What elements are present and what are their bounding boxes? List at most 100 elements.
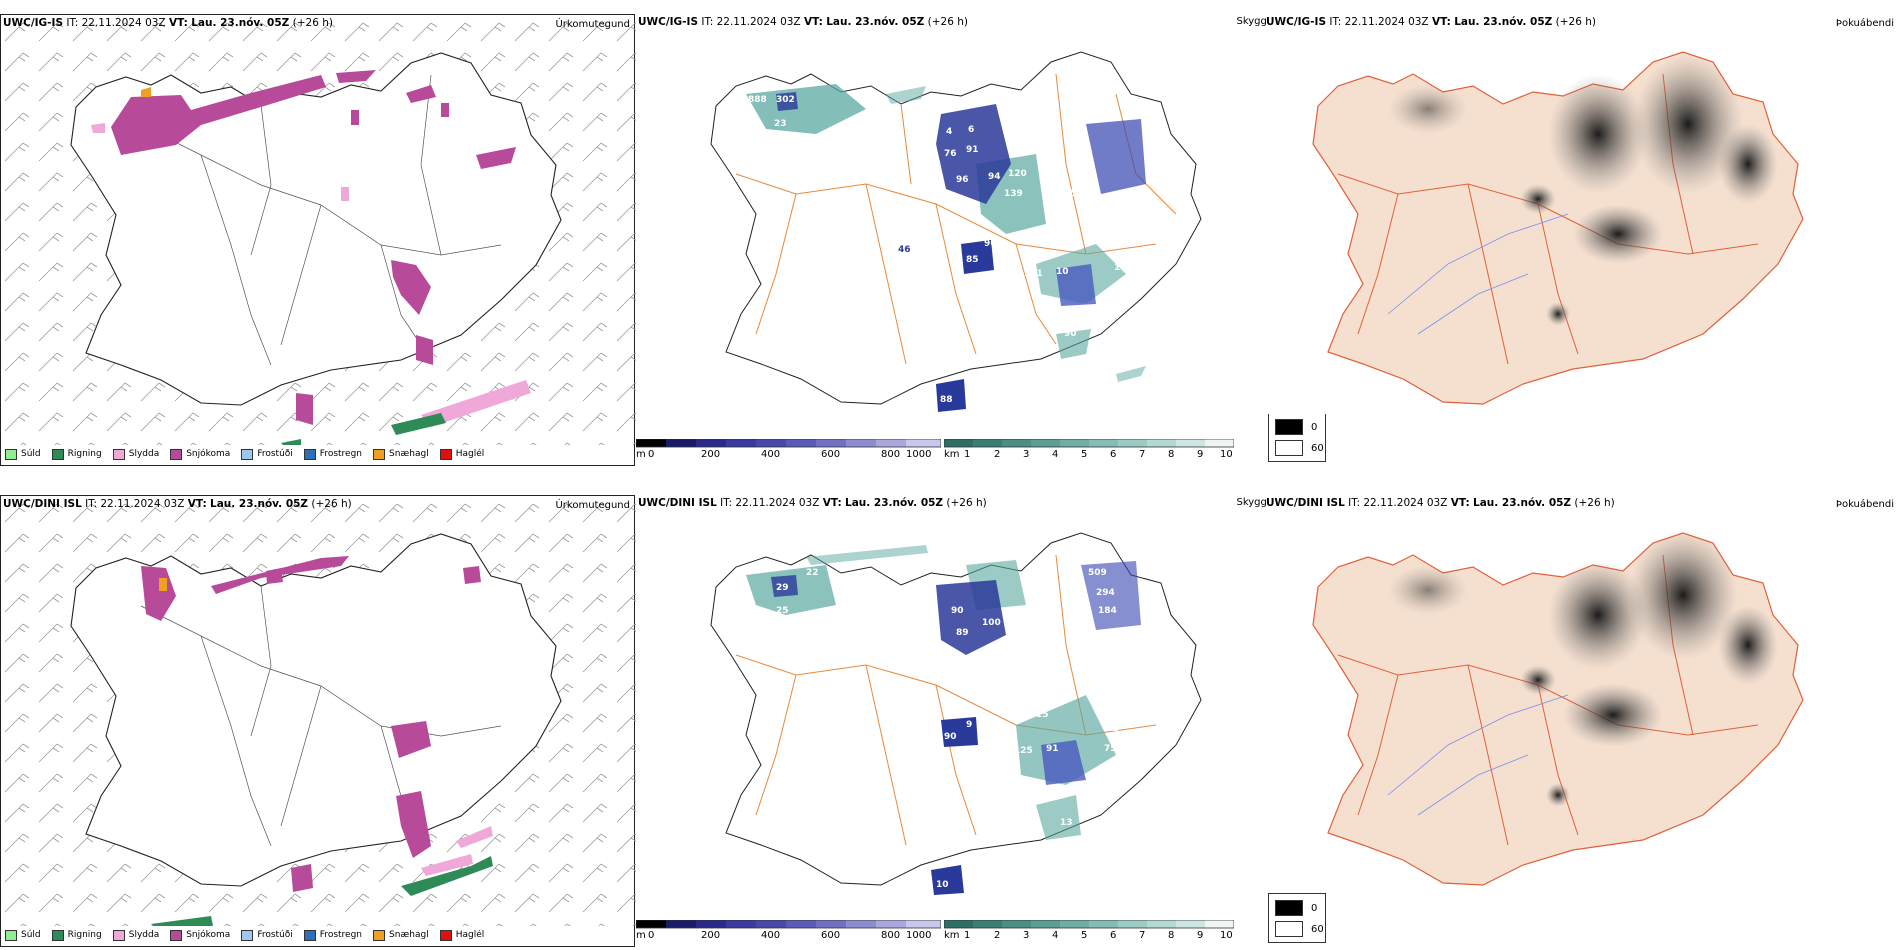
run-header-row2-vis: UWC/DINI ISL IT: 22.11.2024 03Z VT: Lau.… <box>638 497 987 509</box>
rain-areas <box>281 413 446 445</box>
vis-label: 85 <box>966 255 979 265</box>
vis-label: 75 <box>1104 744 1117 754</box>
precip-map-row2 <box>1 496 636 926</box>
visibility-panel-row2: 29 22 25 90 89 100 509 294 184 15 10 90 … <box>636 495 1276 947</box>
sleet-areas <box>91 123 531 427</box>
vis-label: 94 <box>988 172 1001 182</box>
vis-label: 10 <box>936 880 949 890</box>
m-tick: 600 <box>821 930 841 941</box>
m-tick: 200 <box>701 930 721 941</box>
fog-scale-bottom: 60 <box>1311 923 1324 935</box>
vis-label: 90 <box>951 606 964 616</box>
vis-label: 302 <box>776 95 795 105</box>
legend-freezing-drizzle: Frostúði <box>241 929 293 941</box>
fog-panel-title: Þokuábendi <box>1835 18 1894 29</box>
fog-map-row2 <box>1312 530 1804 886</box>
fog-map-row1 <box>1312 51 1804 405</box>
vis-label: 96 <box>984 239 997 249</box>
fog-panel-row1: UWC/IG-IS IT: 22.11.2024 03Z VT: Lau. 23… <box>1266 14 1900 414</box>
vis-label: 25 <box>776 606 789 616</box>
vis-label: 90 <box>1064 329 1077 339</box>
fog-scale-top: 0 <box>1311 421 1318 433</box>
m-tick: 600 <box>821 449 841 460</box>
visibility-blue-areas <box>776 92 1146 412</box>
legend-freezing-rain: Frostregn <box>303 929 362 941</box>
run-header-row1: UWC/IG-IS IT: 22.11.2024 03Z VT: Lau. 23… <box>3 17 333 29</box>
vis-label: 120 <box>1008 169 1027 179</box>
legend-snow-pellets: Snæhagl <box>373 448 429 460</box>
km-tick: 10 <box>1220 449 1233 460</box>
m-tick: 0 <box>648 449 655 460</box>
visibility-value-labels: 29 22 25 90 89 100 509 294 184 15 10 90 … <box>776 568 1119 890</box>
vis-label: 131 <box>1024 269 1043 279</box>
snow-areas <box>111 70 516 425</box>
precip-legend-row1: Súld Rigning Slydda Snjókoma Frostúði Fr… <box>5 446 495 462</box>
snow-areas <box>141 556 481 892</box>
vis-label: 96 <box>956 175 969 185</box>
visibility-value-labels: 888 302 23 190 4 6 76 91 96 94 120 139 3… <box>748 95 1159 405</box>
legend-rain: Rigning <box>51 448 102 460</box>
legend-freezing-rain: Frostregn <box>303 448 362 460</box>
vis-label: 9 <box>966 720 972 730</box>
vis-label: 139 <box>1004 189 1023 199</box>
vis-label: 10 <box>1056 694 1069 704</box>
vis-label: 24 <box>1026 237 1039 247</box>
vis-label: 30 <box>1044 125 1057 135</box>
km-tick: 9 <box>1197 930 1204 941</box>
visibility-panel-row1: 888 302 23 190 4 6 76 91 96 94 120 139 3… <box>636 14 1276 466</box>
km-tick: 8 <box>1168 449 1175 460</box>
vis-label: 6 <box>968 125 974 135</box>
legend-hail: Haglél <box>439 929 484 941</box>
precip-panel-title: Úrkomutegund <box>555 500 630 511</box>
rain-areas <box>151 856 493 926</box>
precip-type-panel-row2: UWC/DINI ISL IT: 22.11.2024 03Z VT: Lau.… <box>0 495 636 947</box>
vis-label: 71 <box>1106 724 1119 734</box>
m-unit: m <box>636 449 646 460</box>
vis-label: 112 <box>1114 263 1133 273</box>
run-header-row2-fog: UWC/DINI ISL IT: 22.11.2024 03Z VT: Lau.… <box>1266 497 1615 509</box>
km-tick: 3 <box>1023 930 1030 941</box>
vis-label: 89 <box>956 628 969 638</box>
legend-freezing-drizzle: Frostúði <box>241 448 293 460</box>
snow-pellet-area <box>159 578 167 591</box>
vis-label: 38 <box>1146 139 1159 149</box>
vis-label: 10 <box>1056 267 1069 277</box>
precip-type-panel-row1: UWC/IG-IS IT: 22.11.2024 03Z VT: Lau. 23… <box>0 14 636 466</box>
visibility-colorbar-row1: km 1 2 3 4 5 6 7 8 9 10 <box>944 439 1234 463</box>
km-tick: 5 <box>1081 930 1088 941</box>
vis-label: 15 <box>1036 710 1049 720</box>
fog-scale-row2: 0 60 <box>1268 893 1326 943</box>
m-tick: 800 <box>881 930 901 941</box>
visibility-map-row1: 888 302 23 190 4 6 76 91 96 94 120 139 3… <box>710 51 1202 412</box>
km-tick: 1 <box>964 930 971 941</box>
legend-drizzle: Súld <box>5 448 41 460</box>
legend-sleet: Slydda <box>112 929 159 941</box>
vis-label: 13 <box>1060 818 1073 828</box>
run-header-row1-vis: UWC/IG-IS IT: 22.11.2024 03Z VT: Lau. 23… <box>638 16 968 28</box>
vis-label: 125 <box>1014 746 1033 756</box>
elevation-colorbar-row2: m 0 200 400 600 800 1000 <box>636 920 941 944</box>
rivers <box>1387 213 1569 335</box>
vis-label: 76 <box>944 149 957 159</box>
km-tick: 4 <box>1052 930 1059 941</box>
km-unit: km <box>944 449 960 460</box>
vis-label: 190 <box>756 147 775 157</box>
legend-rain: Rigning <box>51 929 102 941</box>
fog-shading <box>1388 54 1778 326</box>
km-tick: 2 <box>994 930 1001 941</box>
vis-label: 100 <box>982 618 1001 628</box>
km-tick: 2 <box>994 449 1001 460</box>
m-tick: 200 <box>701 449 721 460</box>
m-unit: m <box>636 930 646 941</box>
km-tick: 10 <box>1220 930 1233 941</box>
km-tick: 9 <box>1197 449 1204 460</box>
vis-label: 509 <box>1088 568 1107 578</box>
vis-label: 29 <box>776 583 789 593</box>
visibility-panel-title: Skyggni <box>1236 16 1276 27</box>
vis-label: 119 <box>1092 774 1111 784</box>
legend-drizzle: Súld <box>5 929 41 941</box>
km-tick: 1 <box>964 449 971 460</box>
legend-snow: Snjókoma <box>170 929 230 941</box>
vis-label: 184 <box>1098 606 1117 616</box>
visibility-colorbar-row2: km 1 2 3 4 5 6 7 8 9 10 <box>944 920 1234 944</box>
